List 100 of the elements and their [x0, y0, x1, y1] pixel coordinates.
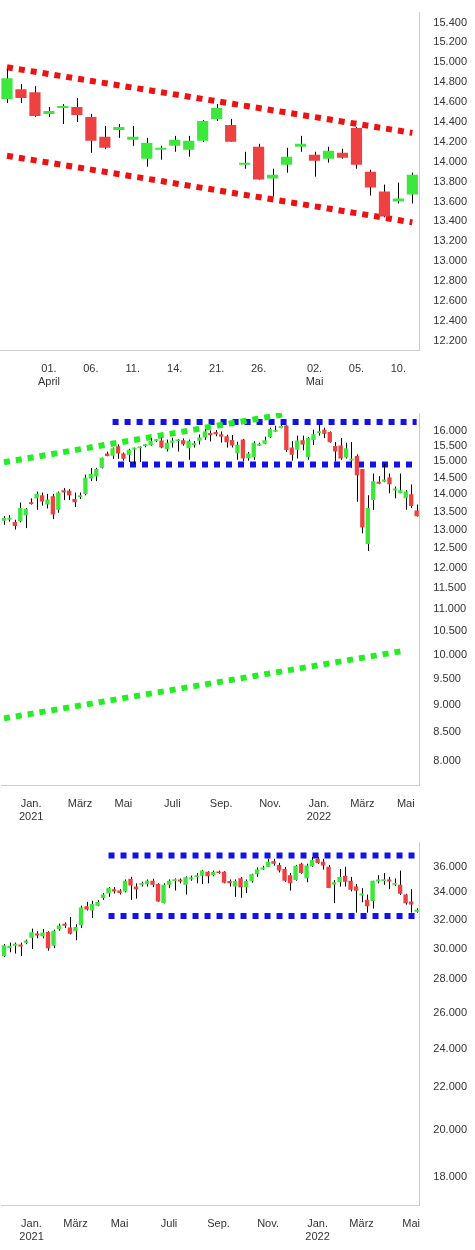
x-tick-label: Jan. 2021 — [19, 1217, 44, 1243]
candlestick — [18, 501, 23, 523]
candlestick — [235, 441, 240, 461]
candlestick — [85, 113, 97, 154]
candlestick — [29, 85, 41, 118]
candlestick — [56, 491, 61, 514]
y-tick-label: 24.000 — [433, 1041, 468, 1054]
y-tick-label: 10.500 — [433, 624, 468, 637]
x-tick-label: Nov. — [259, 797, 281, 810]
candlestick — [128, 876, 133, 901]
y-tick-label: 18.000 — [433, 1170, 468, 1183]
x-tick-label: 14. — [167, 362, 183, 375]
x-tick-label: 06. — [83, 362, 99, 375]
y-tick-label: 14.400 — [433, 114, 468, 127]
candlestick — [29, 928, 34, 950]
candlestick — [183, 135, 195, 158]
y-tick-label: 22.000 — [433, 1080, 468, 1093]
x-tick-label: 10. — [390, 362, 407, 375]
x-tick-label: Mai — [114, 797, 133, 810]
y-tick-label: 30.000 — [433, 941, 468, 954]
y-tick-label: 15.000 — [433, 55, 468, 68]
y-tick-label: 14.000 — [433, 487, 468, 500]
x-tick-label: Sep. — [209, 797, 233, 810]
x-tick-label: Sep. — [207, 1217, 230, 1230]
y-tick-label: 14.200 — [433, 134, 468, 147]
x-tick-label: 26. — [250, 362, 267, 375]
candlestick — [34, 491, 39, 511]
y-tick-label: 9.000 — [433, 697, 461, 710]
y-tick-label: 13.200 — [433, 234, 468, 247]
candlestick — [83, 474, 88, 496]
y-tick-label: 28.000 — [433, 972, 468, 985]
candlestick — [266, 168, 279, 198]
y-tick-label: 26.000 — [433, 1005, 468, 1018]
candlestick — [280, 147, 293, 174]
y-tick-label: 20.000 — [433, 1123, 468, 1136]
x-tick-label: Nov. — [257, 1217, 279, 1230]
candlestick — [238, 876, 243, 899]
candlestick — [406, 172, 418, 204]
candlestick — [51, 929, 56, 949]
y-tick-label: 15.000 — [433, 454, 468, 467]
y-tick-label: 12.200 — [433, 333, 468, 346]
candlestick — [304, 863, 309, 883]
y-tick-label: 13.400 — [433, 214, 468, 227]
candlestick — [331, 879, 337, 904]
x-tick-label: März — [350, 797, 375, 810]
x-tick-label: Mai — [402, 1217, 420, 1230]
y-tick-label: 34.000 — [433, 885, 468, 898]
x-tick-label: 01. April — [37, 362, 60, 388]
x-tick-label: März — [67, 797, 93, 810]
y-tick-label: 15.400 — [433, 15, 468, 28]
y-tick-label: 14.500 — [433, 470, 468, 483]
x-tick-label: März — [63, 1217, 88, 1230]
y-tick-label: 13.500 — [433, 504, 468, 517]
y-tick-label: 16.000 — [433, 423, 468, 436]
y-tick-label: 14.800 — [433, 75, 468, 88]
candlestick — [409, 483, 414, 509]
y-tick-label: 12.400 — [433, 313, 468, 326]
candlestick — [225, 118, 237, 143]
candlestick — [141, 137, 153, 168]
candlestick — [364, 169, 377, 197]
candlestick — [71, 97, 83, 123]
candlestick — [371, 473, 376, 511]
candlestick — [295, 435, 300, 459]
y-tick-label: 14.600 — [433, 95, 468, 108]
y-tick-label: 13.000 — [433, 254, 468, 267]
x-tick-label: 21. — [209, 362, 225, 375]
y-tick-label: 12.800 — [433, 274, 468, 287]
y-tick-label: 12.500 — [433, 541, 468, 554]
x-tick-label: 02. Mai — [305, 362, 324, 388]
x-tick-label: Mai — [110, 1217, 129, 1230]
y-tick-label: 32.000 — [433, 912, 468, 925]
x-tick-label: 05. — [348, 362, 365, 375]
candlestick — [308, 151, 321, 178]
x-tick-label: Juli — [164, 797, 181, 810]
y-tick-label: 15.200 — [433, 35, 468, 48]
x-tick-label: Jan. 2021 — [18, 797, 44, 823]
y-tick-label: 15.500 — [433, 438, 468, 451]
candlestick — [127, 125, 139, 147]
candlestick — [387, 473, 392, 494]
y-tick-label: 13.600 — [433, 194, 468, 207]
y-tick-label: 9.500 — [433, 672, 461, 685]
y-tick-label: 8.000 — [433, 754, 461, 767]
y-tick-label: 10.000 — [433, 647, 468, 660]
candlestick — [99, 125, 111, 150]
y-tick-label: 36.000 — [433, 859, 468, 872]
candlestick — [50, 493, 56, 520]
y-tick-label: 12.600 — [433, 293, 468, 306]
candlestick — [57, 103, 69, 125]
y-tick-label: 13.000 — [433, 522, 468, 535]
x-tick-label: Jan. 2022 — [306, 797, 332, 823]
y-tick-label: 8.500 — [433, 725, 461, 738]
x-tick-label: Juli — [160, 1217, 178, 1230]
y-tick-label: 11.000 — [433, 602, 467, 615]
y-tick-label: 14.000 — [433, 154, 468, 167]
x-tick-label: 11. — [125, 362, 141, 375]
x-tick-label: Mai — [396, 797, 415, 810]
candlestick — [197, 119, 209, 143]
candlestick — [1, 68, 13, 104]
y-tick-label: 12.000 — [433, 560, 468, 573]
x-tick-label: Jan. 2022 — [305, 1217, 330, 1243]
